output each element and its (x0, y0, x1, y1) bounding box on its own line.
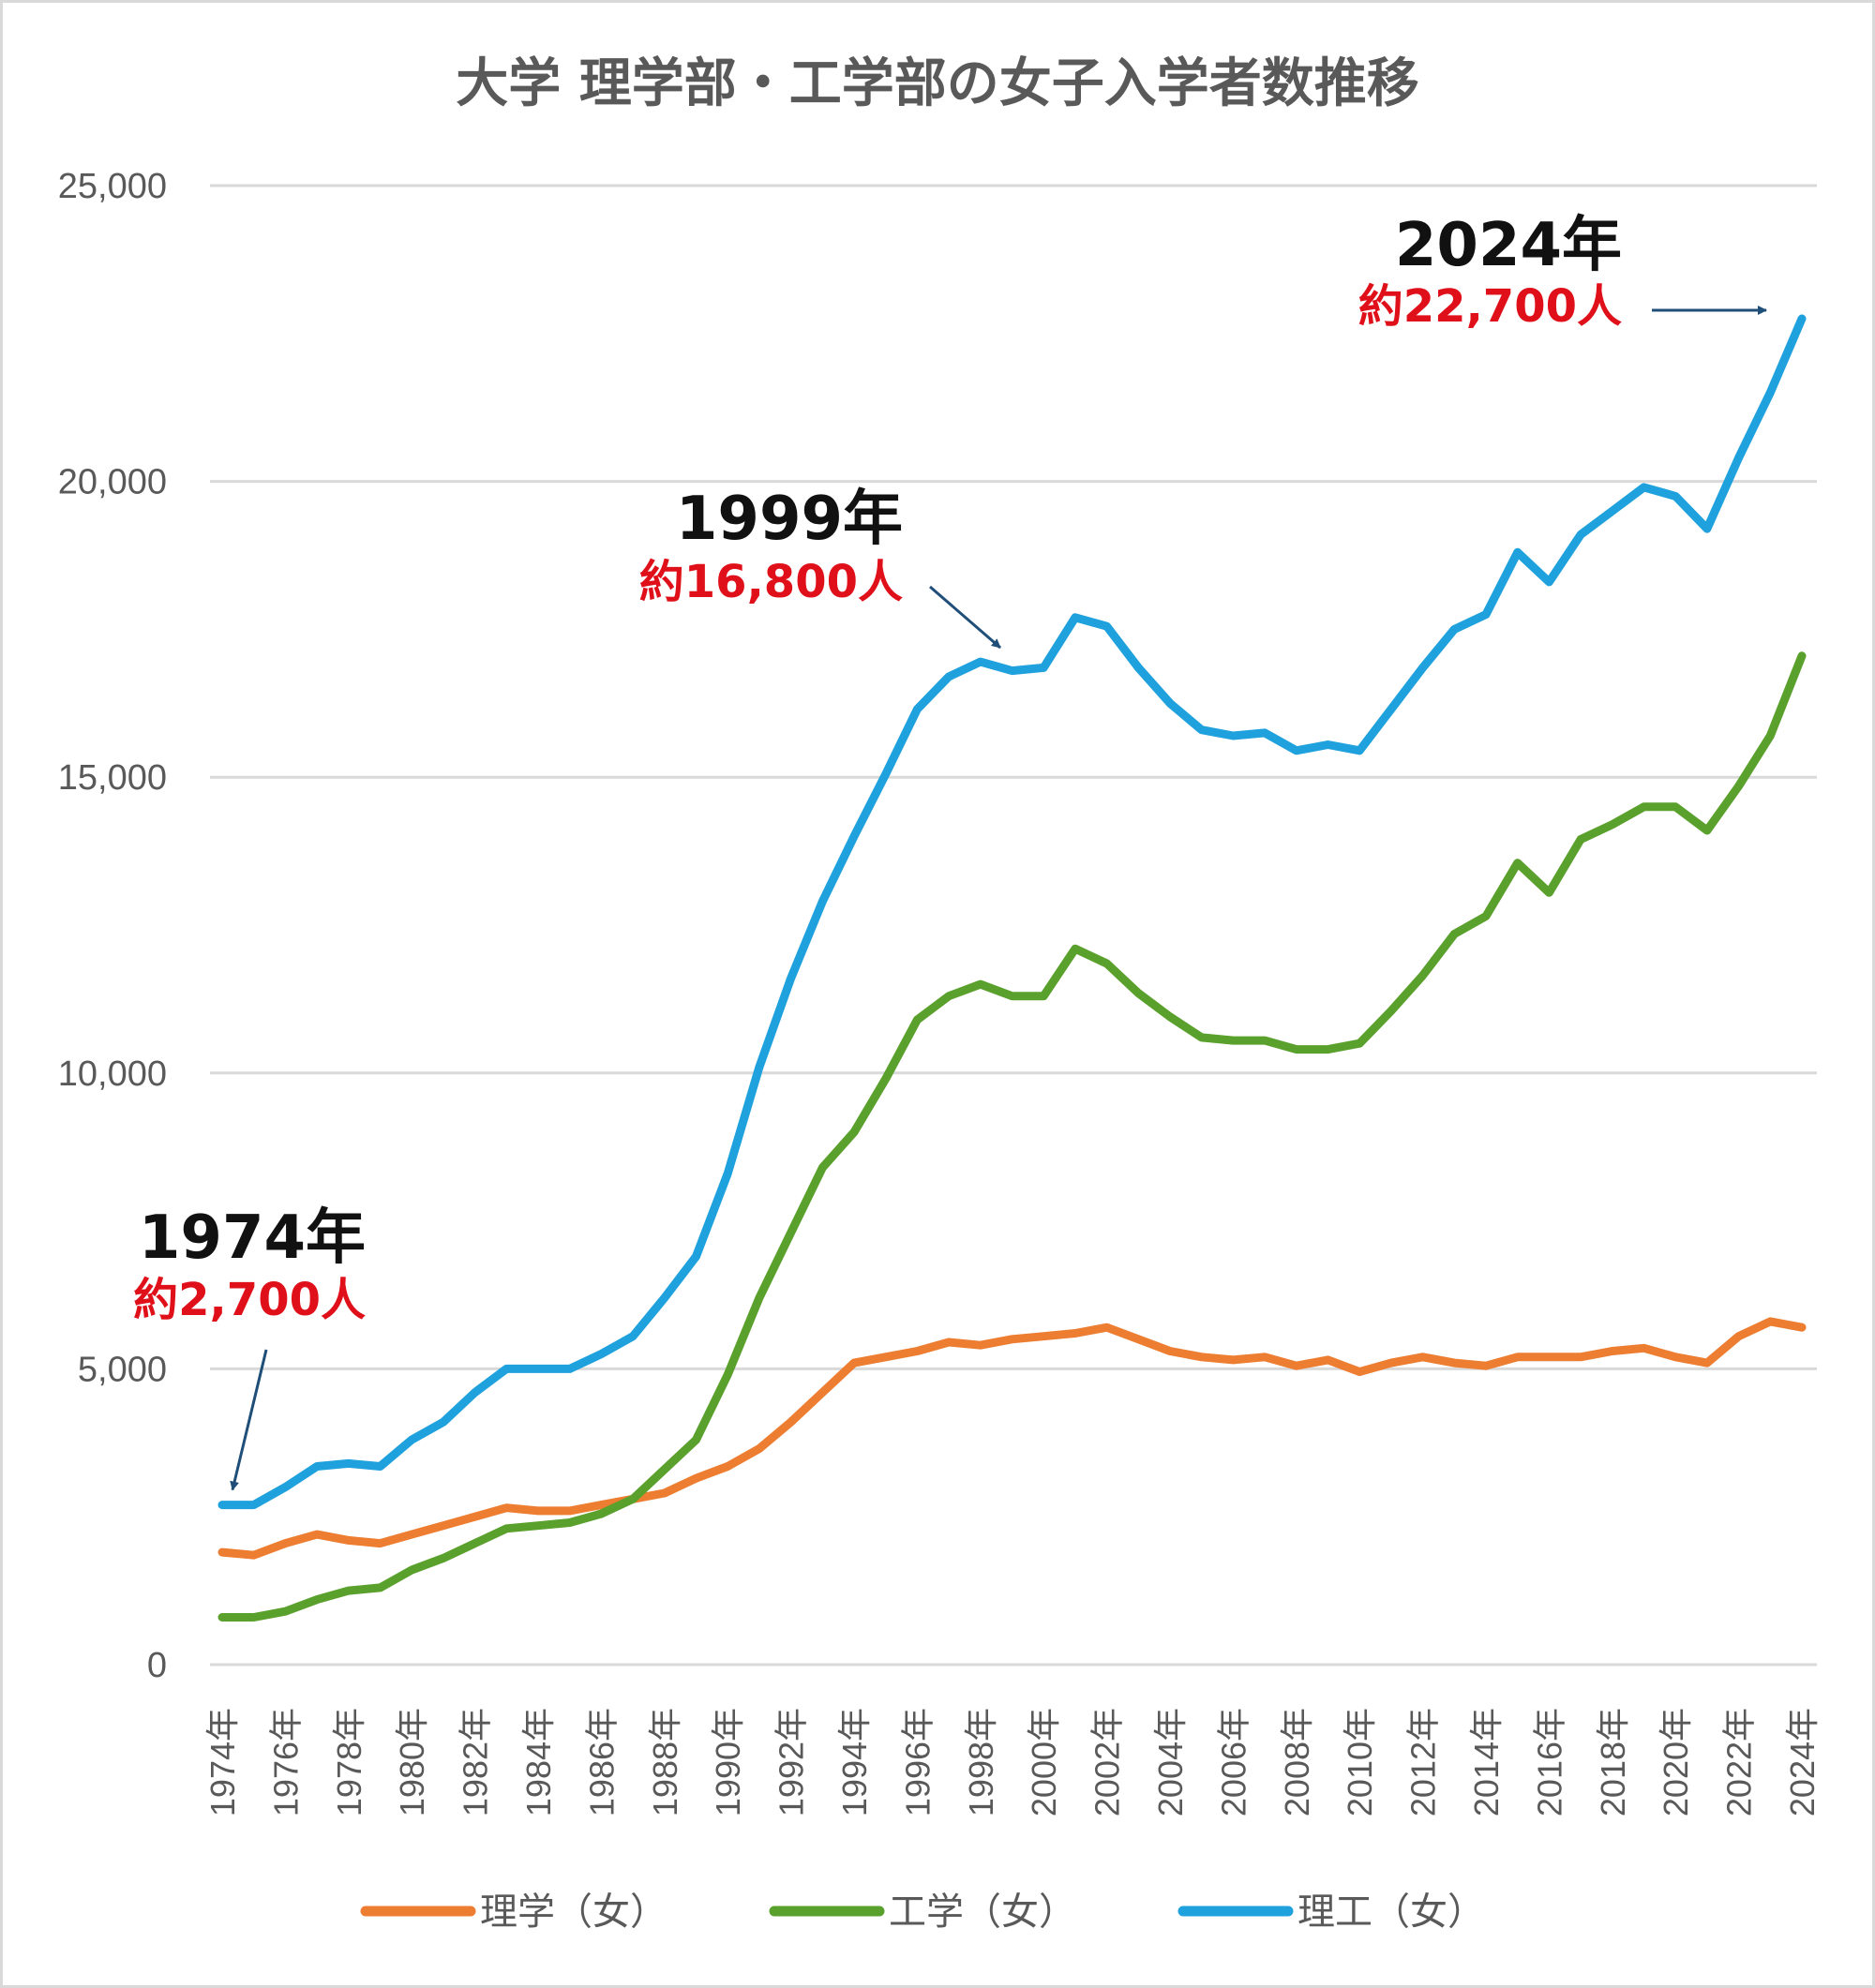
legend-label: 理工（女） (1298, 1891, 1485, 1934)
annotation-value: 約22,700人 (1358, 280, 1622, 333)
annotation-value: 約16,800人 (639, 556, 903, 608)
y-axis-ticks: 0 5,000 10,000 15,000 20,000 25,000 (58, 167, 167, 1685)
x-tick-label: 2004年 (1151, 1708, 1190, 1816)
y-tick-label: 20,000 (58, 463, 167, 502)
x-tick-label: 1986年 (582, 1708, 621, 1816)
x-axis-ticks: 1974年 1976年 1978年 1980年 1982年 1984年 1986年 1988年… (203, 1708, 1822, 1816)
x-tick-label: 2002年 (1088, 1708, 1127, 1816)
x-tick-label: 2014年 (1467, 1708, 1506, 1816)
x-tick-label: 1976年 (266, 1708, 305, 1816)
x-tick-label: 2018年 (1594, 1708, 1632, 1816)
x-tick-label: 1990年 (709, 1708, 747, 1816)
series-lines (218, 314, 1807, 1622)
x-tick-label: 2024年 (1783, 1708, 1822, 1816)
x-tick-label: 1982年 (457, 1708, 495, 1816)
legend-label: 理学（女） (480, 1891, 668, 1934)
x-tick-label: 2006年 (1214, 1708, 1252, 1816)
series-line-1 (218, 1317, 1807, 1560)
annotation-year: 1999年 (676, 485, 903, 554)
y-tick-label: 15,000 (58, 758, 167, 798)
y-tick-label: 10,000 (58, 1054, 167, 1094)
series-line-2 (218, 651, 1807, 1622)
legend-label: 工学（女） (889, 1891, 1076, 1934)
series-line-3 (218, 314, 1807, 1510)
x-tick-label: 1998年 (962, 1708, 1000, 1816)
x-tick-label: 2022年 (1720, 1708, 1759, 1816)
y-tick-label: 5,000 (78, 1350, 167, 1389)
x-tick-label: 2020年 (1657, 1708, 1695, 1816)
x-tick-label: 2012年 (1404, 1708, 1443, 1816)
annotation-arrow (230, 1349, 268, 1491)
x-tick-label: 1984年 (519, 1708, 558, 1816)
legend: 理学（女） 工学（女） 理工（女） (360, 1891, 1485, 1934)
annotation-year: 2024年 (1395, 211, 1622, 280)
x-tick-label: 1994年 (835, 1708, 874, 1816)
x-tick-label: 1980年 (393, 1708, 431, 1816)
x-tick-label: 1978年 (330, 1708, 368, 1816)
x-tick-label: 1996年 (898, 1708, 937, 1816)
x-tick-label: 1992年 (772, 1708, 811, 1816)
x-tick-label: 2010年 (1341, 1708, 1379, 1816)
x-tick-label: 1974年 (203, 1708, 242, 1816)
annotation-year: 1974年 (139, 1203, 366, 1273)
x-tick-label: 1988年 (646, 1708, 684, 1816)
x-tick-label: 2000年 (1025, 1708, 1063, 1816)
y-tick-label: 0 (147, 1646, 167, 1685)
y-tick-label: 25,000 (58, 167, 167, 206)
chart-title: 大学 理学部・工学部の女子入学者数推移 (456, 53, 1419, 114)
gridlines (210, 184, 1817, 1667)
x-tick-label: 2008年 (1278, 1708, 1316, 1816)
annotation-value: 約2,700人 (133, 1274, 366, 1326)
annotation-arrow (929, 585, 1001, 650)
x-tick-label: 2016年 (1530, 1708, 1568, 1816)
